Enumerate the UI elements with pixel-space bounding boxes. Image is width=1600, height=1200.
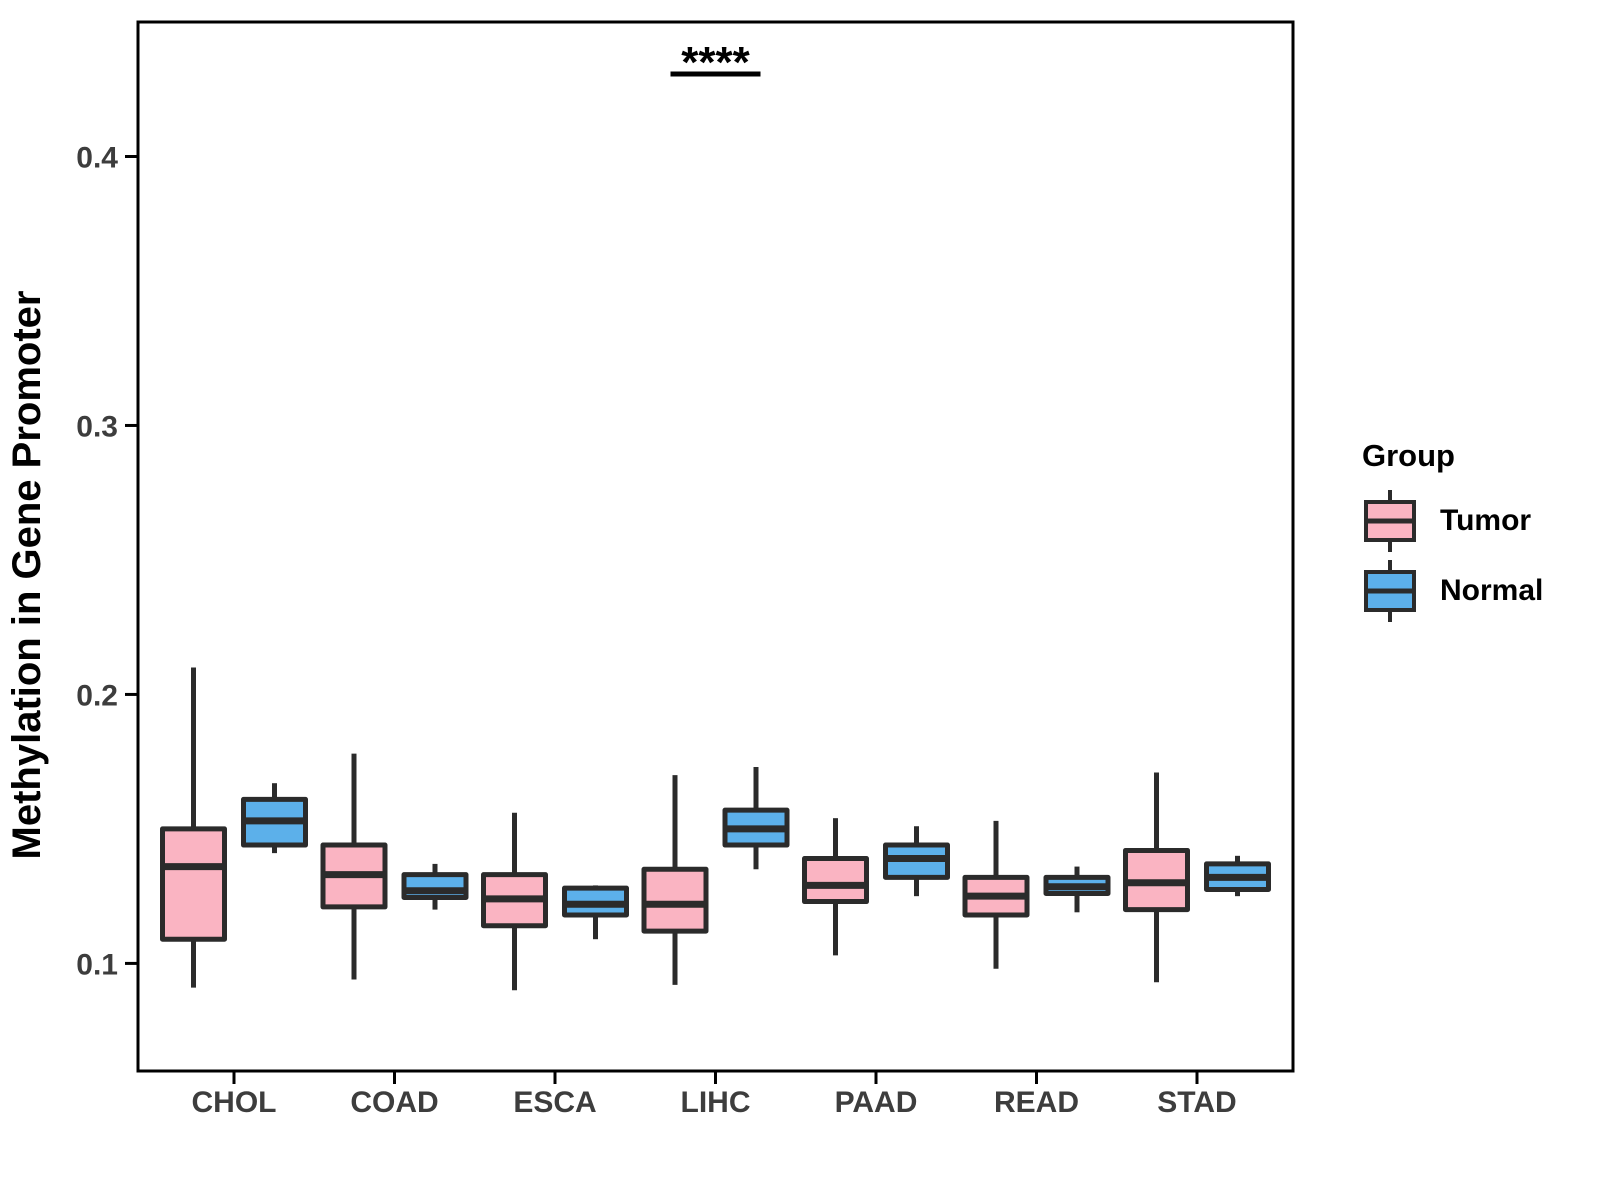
box-normal-LIHC: [722, 767, 790, 870]
x-tick-label-LIHC: LIHC: [681, 1086, 751, 1119]
x-tick-label-CHOL: CHOL: [192, 1086, 277, 1119]
y-axis-title: Methylation in Gene Promoter: [5, 291, 49, 860]
box-normal-CHOL: [241, 783, 308, 854]
box-tumor-CHOL: [160, 667, 227, 988]
box-normal-ESCA: [562, 885, 629, 940]
x-tick-label-COAD: COAD: [350, 1086, 438, 1119]
box-tumor-LIHC: [641, 775, 709, 985]
y-tick-label: 0.3: [76, 410, 118, 443]
x-tick-label-PAAD: PAAD: [835, 1086, 918, 1119]
box-tumor-COAD: [320, 753, 388, 980]
boxplot-key-icon: [1364, 490, 1416, 552]
panel-border: [136, 20, 1295, 1073]
box-tumor-ESCA: [481, 812, 548, 991]
iqr-box: [160, 826, 227, 942]
y-tick-label: 0.1: [76, 948, 118, 981]
box-tumor-STAD: [1123, 772, 1190, 983]
x-tick-label-STAD: STAD: [1157, 1086, 1236, 1119]
significance-stars: ****: [681, 38, 750, 87]
box-normal-PAAD: [883, 826, 950, 897]
legend-label-tumor: Tumor: [1440, 504, 1532, 537]
y-tick-label: 0.2: [76, 679, 118, 712]
box-normal-COAD: [401, 863, 469, 910]
legend-label-normal: Normal: [1440, 574, 1544, 607]
iqr-box: [641, 866, 709, 934]
box-normal-READ: [1043, 866, 1111, 913]
iqr-box: [802, 856, 869, 905]
box-tumor-READ: [962, 820, 1030, 969]
box-normal-STAD: [1204, 855, 1271, 897]
x-tick-label-ESCA: ESCA: [513, 1086, 596, 1119]
legend-item-normal: Normal: [1340, 556, 1543, 626]
x-tick-label-READ: READ: [994, 1086, 1079, 1119]
box-tumor-PAAD: [802, 818, 869, 956]
legend-title: Group: [1362, 438, 1455, 473]
legend-item-tumor: Tumor: [1340, 486, 1543, 556]
boxplot-key-icon: [1364, 560, 1416, 622]
legend: Group Tumor Normal: [1340, 438, 1543, 626]
y-tick-label: 0.4: [76, 141, 118, 174]
